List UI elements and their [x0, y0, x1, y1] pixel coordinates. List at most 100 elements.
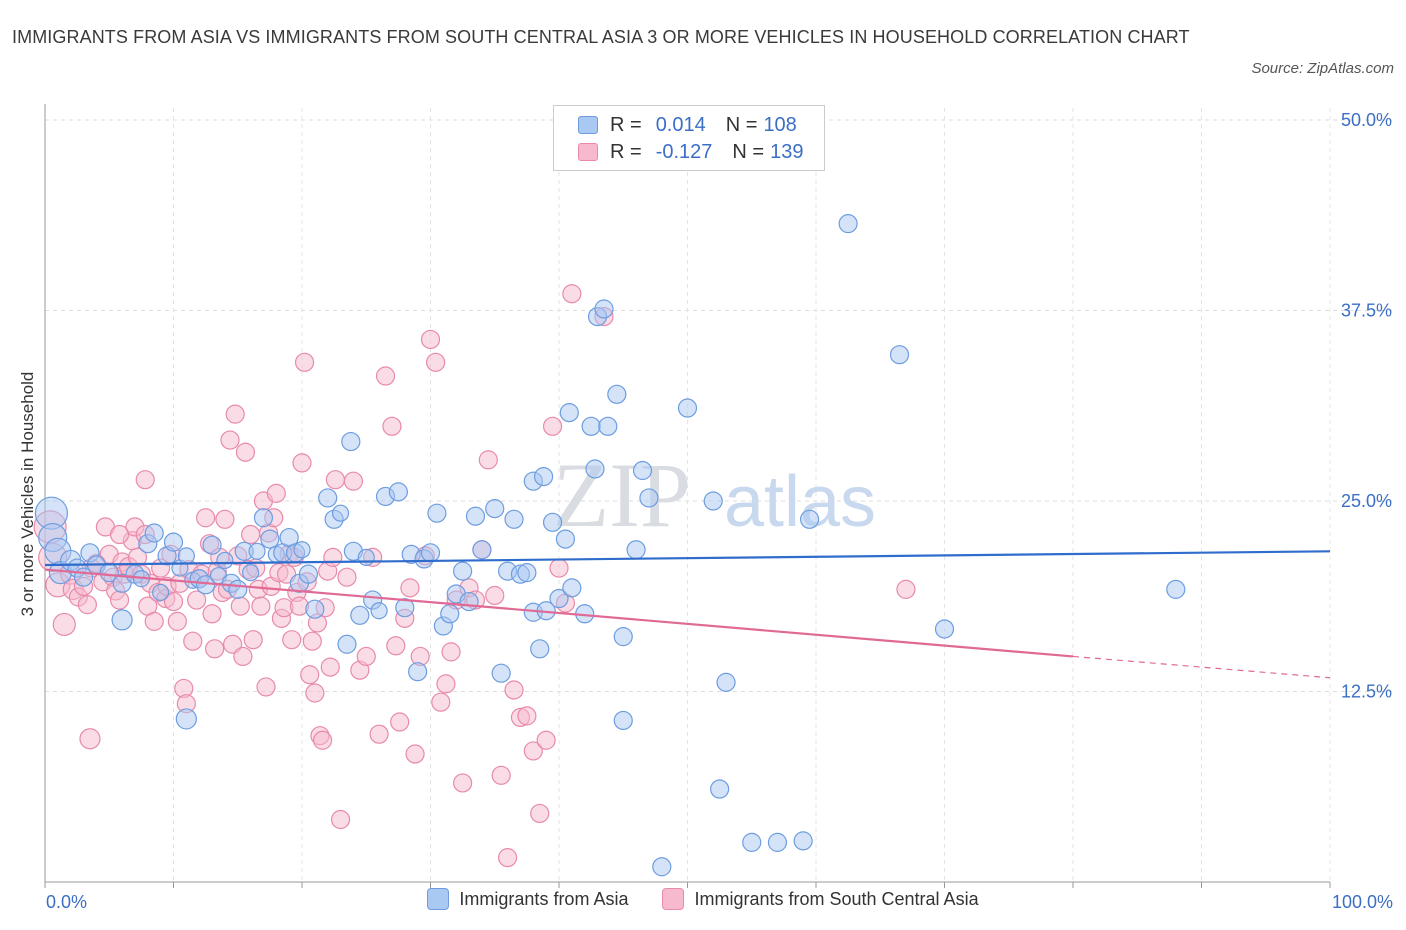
- asia-point: [632, 460, 653, 481]
- asia-point: [485, 499, 505, 519]
- sca-point: [530, 803, 550, 824]
- asia-point: [1166, 579, 1186, 599]
- sca-point: [167, 611, 187, 631]
- legend-sca-swatch: [662, 888, 685, 910]
- sca-point: [386, 636, 406, 656]
- asia-point: [465, 506, 486, 526]
- sca-point: [312, 730, 333, 750]
- asia-point: [331, 504, 350, 522]
- series-legend: Immigrants from Asia Immigrants from Sou…: [0, 888, 1406, 910]
- sca-point: [144, 611, 164, 631]
- sca-point: [436, 674, 456, 694]
- asia-point: [144, 523, 164, 543]
- asia-point: [408, 662, 428, 682]
- asia-point: [242, 564, 260, 582]
- source-label: Source: ZipAtlas.com: [1251, 60, 1394, 77]
- sca-point: [305, 683, 325, 703]
- sca-point: [233, 646, 253, 667]
- sca-point: [896, 579, 916, 599]
- sca-point: [109, 524, 130, 545]
- sca-point: [485, 585, 505, 606]
- asia-point: [533, 467, 554, 487]
- y-tick-label: 37.5%: [1341, 301, 1392, 321]
- asia-point: [370, 602, 388, 620]
- series-asia-points: [34, 214, 1186, 877]
- sca-n-value: 139: [770, 140, 804, 163]
- legend-sca-label: Immigrants from South Central Asia: [694, 888, 979, 909]
- asia-point: [228, 579, 248, 599]
- sca-point: [498, 848, 518, 868]
- trend-lines: [44, 550, 1331, 679]
- sca-point: [256, 677, 276, 697]
- asia-point: [318, 488, 338, 508]
- asia-point: [459, 591, 479, 612]
- sca-point: [491, 765, 511, 785]
- sca-point: [382, 416, 402, 436]
- sca-point: [223, 634, 243, 654]
- asia-point: [652, 857, 672, 877]
- asia-point: [542, 512, 563, 532]
- sca-point: [325, 470, 346, 490]
- sca-point: [220, 430, 240, 450]
- legend-asia-label: Immigrants from Asia: [459, 888, 629, 909]
- y-tick-label: 50.0%: [1341, 110, 1392, 130]
- asia-point: [793, 831, 813, 851]
- asia-point: [175, 708, 197, 730]
- sca-point: [441, 642, 461, 662]
- sca-point: [77, 595, 98, 615]
- sca-point: [294, 352, 315, 372]
- asia-point: [453, 561, 473, 581]
- asia-point: [357, 548, 375, 566]
- sca-point: [426, 352, 446, 372]
- asia-point: [388, 482, 408, 502]
- sca-point: [431, 692, 451, 712]
- sca-point: [163, 591, 184, 612]
- sca-point: [300, 665, 320, 685]
- asia-point: [838, 214, 858, 234]
- sca-point: [562, 284, 582, 304]
- asia-point: [305, 599, 325, 619]
- asia-point: [716, 672, 736, 692]
- asia-point: [216, 551, 234, 570]
- asia-point: [562, 578, 582, 598]
- sca-point: [205, 639, 225, 659]
- asia-point: [889, 345, 910, 365]
- asia-point: [517, 563, 537, 583]
- sca-point: [536, 730, 556, 750]
- asia-point: [298, 564, 319, 584]
- sca-swatch: [578, 143, 598, 161]
- sca-point: [542, 416, 563, 436]
- asia-n-value: 108: [763, 113, 797, 136]
- sca-point: [323, 547, 343, 567]
- sca-point: [52, 612, 76, 637]
- sca-point: [109, 590, 130, 610]
- asia-point: [248, 542, 266, 560]
- legend-item-asia: Immigrants from Asia: [427, 888, 628, 910]
- correlation-legend: R = 0.014 N = 108 R = -0.127 N = 139: [553, 105, 825, 171]
- asia-point: [253, 508, 274, 528]
- sca-point: [517, 706, 537, 726]
- asia-point: [293, 541, 311, 559]
- asia-point: [337, 634, 357, 654]
- legend-row-asia: R = 0.014 N = 108: [578, 112, 797, 138]
- legend-item-sca: Immigrants from South Central Asia: [662, 888, 979, 910]
- sca-point: [187, 590, 207, 610]
- sca-point: [523, 741, 543, 761]
- asia-point: [607, 384, 627, 404]
- asia-point: [559, 403, 579, 423]
- legend-n-label: N =: [732, 140, 765, 163]
- sca-point: [405, 744, 425, 764]
- asia-point: [613, 710, 633, 731]
- asia-point: [350, 605, 370, 625]
- legend-asia-swatch: [427, 888, 450, 910]
- legend-row-sca: R = -0.127 N = 139: [578, 139, 803, 165]
- sca-point: [400, 578, 420, 598]
- sca-point: [135, 470, 155, 490]
- asia-point: [639, 488, 659, 508]
- y-tick-label: 12.5%: [1341, 682, 1392, 702]
- asia-point: [555, 529, 576, 549]
- asia-point: [472, 540, 492, 560]
- tick-labels: 12.5% 25.0% 37.5% 50.0% 0.0% 100.0%: [46, 110, 1393, 912]
- sca-point: [289, 596, 310, 616]
- asia-point: [581, 416, 601, 436]
